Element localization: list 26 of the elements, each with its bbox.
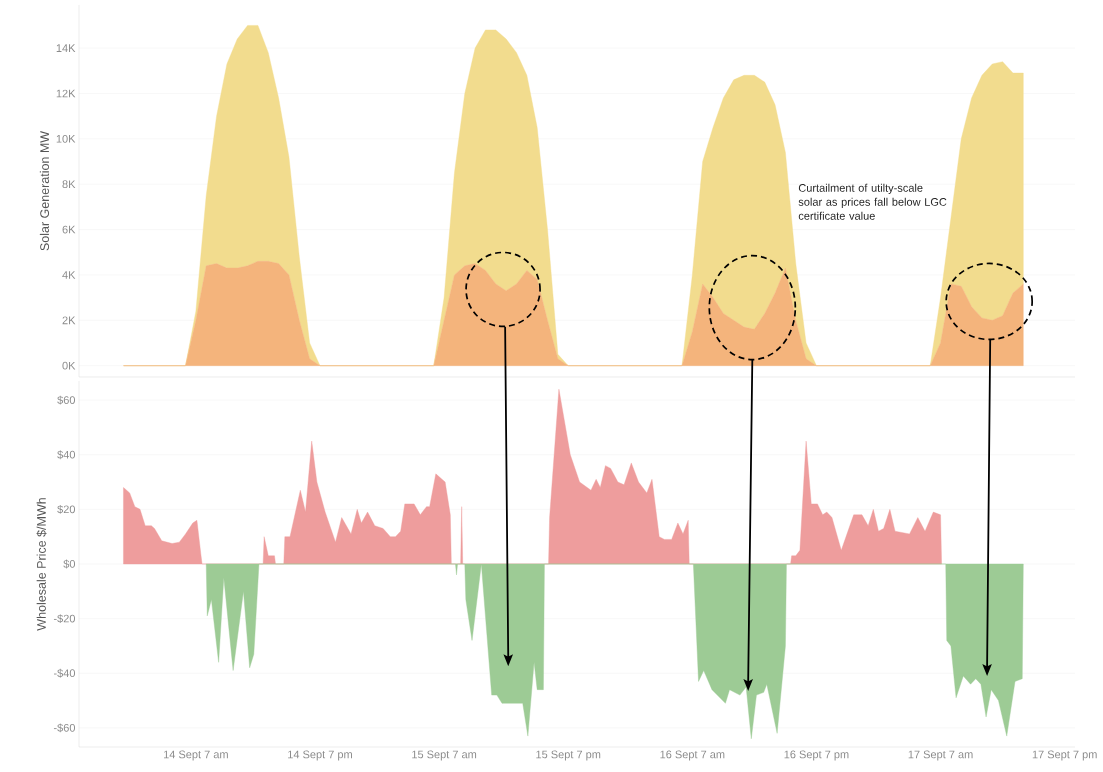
- y-tick-label: $0: [63, 559, 76, 569]
- y-tick-label: 0K: [62, 361, 76, 370]
- x-tick-label: 17 Sept 7 am: [908, 750, 973, 761]
- y-tick-label: -$20: [53, 614, 76, 624]
- y-tick-label: $20: [57, 504, 76, 514]
- y-tick-label: $60: [57, 395, 76, 405]
- y-tick-label: 8K: [62, 180, 76, 189]
- y-tick-label: 6K: [62, 225, 76, 234]
- x-tick-label: 16 Sept 7 am: [660, 750, 725, 761]
- y-axis-title: Wholesale Price $/MWh: [36, 498, 47, 631]
- x-tick-label: 14 Sept 7 pm: [288, 750, 352, 761]
- y-axis-title: Solar Generation MW: [39, 130, 50, 251]
- x-tick-label: 15 Sept 7 am: [412, 750, 477, 761]
- x-tick-label: 16 Sept 7 pm: [784, 750, 849, 761]
- y-tick-label: 14K: [56, 44, 76, 52]
- y-tick-label: 10K: [56, 134, 76, 143]
- y-tick-label: $40: [57, 450, 76, 460]
- x-tick-label: 17 Sept 7 pm: [1032, 750, 1097, 761]
- y-tick-label: 4K: [62, 271, 76, 279]
- y-tick-label: -$40: [53, 668, 76, 678]
- x-tick-label: 15 Sept 7 pm: [536, 750, 601, 761]
- y-tick-label: 12K: [56, 89, 76, 98]
- annotation: Curtailment of utilty-scale solar as prices fall below LGC certificate value: [798, 183, 947, 220]
- y-tick-label: -$60: [53, 723, 76, 733]
- y-tick-label: 2K: [62, 316, 76, 325]
- x-tick-label: 14 Sept 7 am: [163, 750, 228, 761]
